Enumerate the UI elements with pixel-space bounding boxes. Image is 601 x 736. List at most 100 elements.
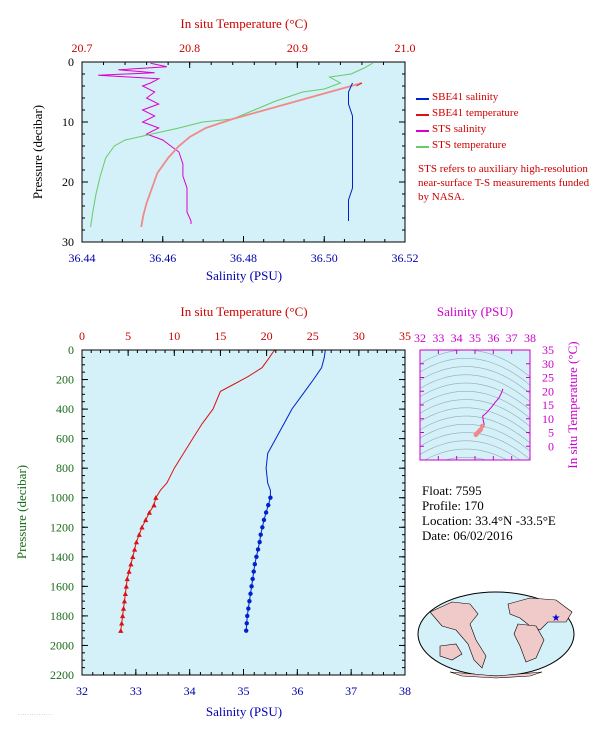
footer-code: · · · · · · · · · · · · · · · (18, 712, 52, 717)
legend-label-sbe41-temperature: SBE41 temperature (432, 107, 519, 119)
salinity-marker (246, 606, 251, 611)
ts-isopycnal (420, 391, 530, 419)
temperature-marker (123, 583, 129, 589)
ts-isopycnal (420, 399, 530, 427)
temperature-marker (130, 554, 136, 560)
legend-label-sbe41-salinity: SBE41 salinity (432, 91, 499, 103)
ts-isopycnal (420, 440, 521, 460)
top-pressure-tick-label: 0 (68, 55, 74, 69)
top-series-sts-temperature (90, 62, 373, 228)
main-chart-axes: 0 5 10 15 20 25 30 35 32 33 34 35 36 37 38 0 200 400 600 80… (50, 329, 411, 698)
sts-note: STS refers to auxiliary high-resolution … (418, 163, 590, 203)
map-land-antarctica (449, 671, 543, 679)
ts-sal-axis-label: Salinity (PSU) (437, 304, 513, 319)
salinity-marker (255, 547, 261, 552)
top-temp-tick-label: 20.9 (287, 41, 308, 55)
main-chart-series (118, 349, 326, 633)
top-temp-tick-label: 20.8 (179, 41, 200, 55)
temperature-marker (132, 546, 138, 552)
salinity-marker (268, 495, 273, 500)
temperature-marker (126, 568, 132, 574)
main-sal-tick-label: 32 (76, 684, 88, 698)
temperature-marker (143, 517, 149, 523)
main-pressure-tick-label: 0 (68, 343, 74, 357)
ts-sal-tick-label: 34 (451, 331, 463, 345)
ts-temp-axis-label: In situ Temperature (°C) (565, 341, 580, 468)
temperature-marker (133, 539, 140, 545)
legend-swatch-sbe41-salinity (416, 98, 429, 100)
main-pressure-tick-label: 400 (56, 402, 74, 416)
top-chart-pressure-axis-label: Pressure (decibar) (30, 105, 45, 199)
ts-isopycnal (420, 374, 530, 402)
ts-isopycnal (444, 457, 488, 460)
main-temp-tick-label: 35 (399, 329, 411, 343)
top-chart-axes: 20.7 20.8 20.9 21.0 36.44 36.46 36.48 36.50 36.5… (62, 41, 419, 265)
ts-temp-tick-label: 20 (542, 384, 554, 398)
top-series-sts-salinity (98, 62, 192, 224)
main-pressure-tick-label: 800 (56, 461, 74, 475)
legend-swatch-sts-salinity (416, 130, 429, 132)
location-map: ★ (417, 591, 575, 679)
ts-temp-tick-label: 25 (542, 371, 554, 385)
ts-temp-tick-label: 10 (542, 412, 554, 426)
main-sal-tick-label: 34 (184, 684, 196, 698)
map-land-eurasia (507, 597, 573, 631)
top-pressure-tick-label: 30 (62, 235, 74, 249)
temperature-marker (136, 532, 142, 537)
main-chart-temp-axis-label: In situ Temperature (°C) (180, 304, 307, 319)
ts-temp-tick-label: 30 (542, 357, 554, 371)
salinity-marker (244, 621, 249, 626)
main-temp-tick-label: 0 (79, 329, 85, 343)
temperature-marker (124, 576, 130, 582)
top-chart: 20.7 20.8 20.9 21.0 36.44 36.46 36.48 36.50 36.5… (30, 16, 419, 283)
main-chart: 0 5 10 15 20 25 30 35 32 33 34 35 36 37 38 0 200 400 600 80… (14, 304, 411, 719)
salinity-marker (251, 569, 256, 574)
main-sal-tick-label: 38 (399, 684, 411, 698)
temperature-marker (146, 509, 152, 515)
top-pressure-tick-label: 10 (62, 115, 74, 129)
salinity-marker (249, 584, 254, 589)
main-chart-pressure-axis-label: Pressure (decibar) (14, 465, 29, 559)
ts-isopycnal (420, 366, 530, 394)
top-series-sts-temperature-smoothed (140, 82, 363, 228)
ts-sal-tick-label: 32 (414, 331, 426, 345)
main-temp-tick-label: 20 (261, 329, 273, 343)
top-series-sbe41-temperature (356, 82, 363, 87)
ts-deep-point (479, 423, 485, 429)
ts-temp-tick-label: 15 (542, 398, 554, 412)
top-temp-tick-label: 20.7 (72, 41, 93, 55)
top-sal-tick-label: 36.48 (230, 251, 257, 265)
top-series-sbe41-salinity (348, 82, 353, 221)
main-pressure-tick-label: 2000 (50, 638, 74, 652)
main-chart-plot-area (82, 350, 405, 675)
top-sal-tick-label: 36.50 (311, 251, 338, 265)
main-pressure-tick-label: 200 (56, 373, 74, 387)
ts-temp-tick-label: 5 (548, 426, 554, 440)
main-pressure-tick-label: 1600 (50, 579, 74, 593)
ts-sal-tick-label: 33 (432, 331, 444, 345)
legend-swatch-sbe41-temperature (416, 114, 429, 116)
ts-sal-tick-label: 35 (469, 331, 481, 345)
temperature-marker (121, 598, 128, 604)
temperature-marker (153, 495, 159, 500)
salinity-marker (261, 517, 267, 523)
salinity-marker (260, 525, 265, 530)
main-temp-tick-label: 25 (307, 329, 319, 343)
main-pressure-tick-label: 2200 (50, 668, 74, 682)
ts-density-contours (420, 350, 530, 460)
salinity-marker (258, 532, 263, 537)
ts-isopycnal (420, 407, 530, 435)
main-sal-tick-label: 35 (238, 684, 250, 698)
top-sal-tick-label: 36.46 (149, 251, 176, 265)
main-pressure-tick-label: 1400 (50, 550, 74, 564)
top-pressure-tick-label: 20 (62, 175, 74, 189)
salinity-marker (250, 576, 255, 582)
ts-temp-tick-label: 35 (542, 343, 554, 357)
salinity-marker (248, 591, 253, 596)
legend-label-sts-salinity: STS salinity (432, 123, 487, 135)
main-pressure-tick-label: 1800 (50, 609, 74, 623)
map-land-australia (439, 643, 463, 661)
temperature-marker (128, 561, 134, 567)
